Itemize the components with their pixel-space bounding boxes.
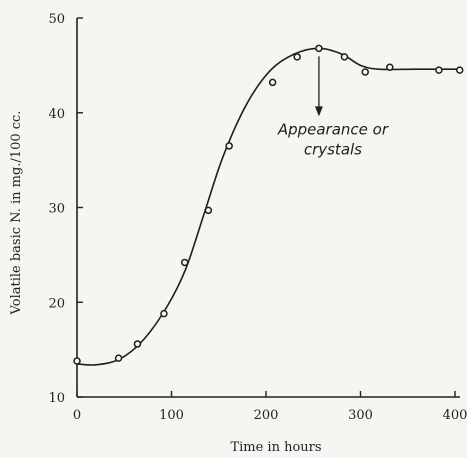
data-point: [293, 53, 301, 61]
y-tick-label: 10: [48, 391, 65, 406]
x-tick-label: 100: [159, 408, 184, 423]
data-point: [268, 78, 277, 87]
data-point: [361, 68, 369, 76]
data-point: [160, 309, 168, 318]
data-point: [340, 53, 349, 61]
y-tick-label: 30: [48, 202, 65, 217]
annotation-arrow-head: [314, 106, 323, 117]
data-points: [73, 44, 464, 365]
y-axis-ticks: 10 20 30 40 50: [48, 12, 83, 406]
annotation: Appearance or crystals: [277, 56, 389, 158]
y-tick-label: 20: [48, 296, 65, 311]
x-tick-label: 400: [443, 408, 467, 423]
x-tick-label: 300: [348, 408, 373, 423]
data-point: [225, 142, 233, 150]
data-point: [455, 66, 464, 74]
x-axis-title: Time in hours: [230, 440, 321, 455]
x-tick-label: 200: [254, 408, 279, 423]
data-point: [315, 44, 323, 53]
axes: [76, 18, 460, 398]
data-point: [180, 258, 189, 267]
y-axis-title: Volatile basic N. in mg./100 cc.: [9, 111, 24, 316]
data-point: [204, 206, 213, 215]
y-tick-label: 50: [48, 12, 65, 27]
data-point: [386, 63, 394, 72]
x-axis-ticks: 0 100 200 300 400: [73, 391, 467, 423]
data-point: [114, 354, 123, 362]
data-point: [435, 66, 443, 74]
x-tick-label: 0: [73, 408, 81, 423]
annotation-text-line-2: crystals: [304, 140, 362, 158]
y-tick-label: 40: [48, 107, 65, 122]
data-point: [73, 357, 81, 365]
annotation-text-line-1: Appearance or: [277, 120, 389, 138]
data-point: [133, 340, 142, 348]
fitted-curve: [76, 47, 460, 366]
